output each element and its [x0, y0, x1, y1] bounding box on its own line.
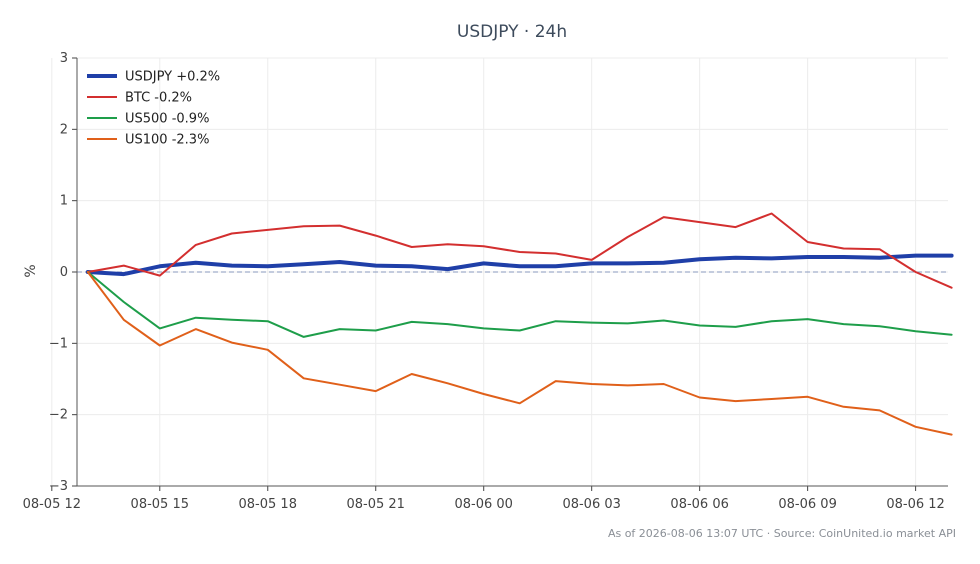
x-tick-label: 08-06 06 — [670, 497, 728, 512]
footnote: As of 2026-08-06 13:07 UTC · Source: Coi… — [608, 527, 956, 540]
x-tick-label: 08-06 00 — [454, 497, 512, 512]
x-tick-label: 08-06 09 — [778, 497, 836, 512]
series-lines — [85, 212, 954, 436]
y-tick-label: 0 — [60, 265, 68, 280]
x-tick-label: 08-05 12 — [23, 497, 81, 512]
legend-label-btc: BTC -0.2% — [125, 91, 192, 106]
x-tick-label: 08-05 21 — [347, 497, 405, 512]
x-tick-label: 08-05 18 — [239, 497, 297, 512]
y-tick-label: 3 — [60, 51, 68, 66]
y-tick-label: 1 — [60, 194, 68, 209]
chart-title: USDJPY · 24h — [457, 22, 567, 42]
legend-label-us100: US100 -2.3% — [125, 133, 209, 148]
y-axis-label: % — [23, 264, 39, 277]
legend: USDJPY +0.2% BTC -0.2% US500 -0.9% US100 -2… — [87, 70, 220, 148]
axes: 3 2 1 0 −1 −2 −3 08-05 12 08-05 15 08-05 18 08-05 … — [23, 51, 948, 512]
legend-label-us500: US500 -0.9% — [125, 112, 209, 127]
series-line-us100 — [86, 271, 953, 436]
series-line-btc — [86, 212, 953, 289]
y-tick-label: 2 — [60, 122, 68, 137]
y-tick-label: −3 — [49, 479, 68, 494]
x-tick-label: 08-05 15 — [131, 497, 189, 512]
series-line-us500 — [86, 271, 953, 338]
y-tick-label: −2 — [49, 408, 68, 423]
x-tick-label: 08-06 12 — [886, 497, 944, 512]
legend-label-usdjpy: USDJPY +0.2% — [125, 70, 220, 85]
x-tick-label: 08-06 03 — [562, 497, 620, 512]
y-tick-label: −1 — [49, 336, 68, 351]
series-line-usdjpy — [85, 253, 954, 277]
